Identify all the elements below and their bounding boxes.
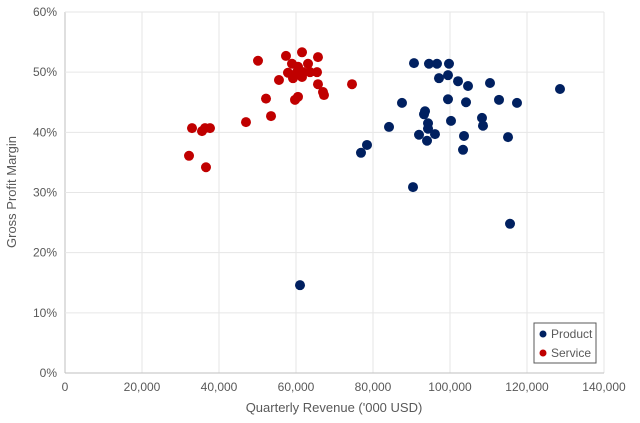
product-point xyxy=(295,280,306,291)
x-tick-label: 100,000 xyxy=(428,380,472,394)
service-point xyxy=(184,150,195,161)
service-point xyxy=(318,90,329,101)
product-point xyxy=(419,109,430,120)
service-point xyxy=(280,50,291,61)
product-point xyxy=(396,97,407,108)
product-point xyxy=(554,84,565,95)
y-tick-label: 60% xyxy=(33,5,57,19)
product-point xyxy=(446,115,457,126)
product-point xyxy=(408,182,419,193)
product-point xyxy=(361,139,372,150)
service-point xyxy=(312,79,323,90)
product-point xyxy=(505,218,516,229)
product-point xyxy=(442,70,453,81)
service-point xyxy=(297,71,308,82)
product-point xyxy=(458,144,469,155)
product-point xyxy=(423,123,434,134)
x-tick-label: 40,000 xyxy=(201,380,238,394)
x-tick-label: 0 xyxy=(62,380,69,394)
product-point xyxy=(476,112,487,123)
product-point xyxy=(511,97,522,108)
x-tick-label: 80,000 xyxy=(355,380,392,394)
service-point xyxy=(204,123,215,134)
service-point xyxy=(240,117,251,128)
service-point xyxy=(305,67,316,78)
x-tick-label: 140,000 xyxy=(582,380,626,394)
service-point xyxy=(266,111,277,122)
product-point xyxy=(423,58,434,69)
product-point xyxy=(503,132,514,143)
product-point xyxy=(477,120,488,131)
y-tick-label: 30% xyxy=(33,186,57,200)
service-point xyxy=(287,73,298,84)
legend-label: Product xyxy=(551,327,593,341)
service-point xyxy=(312,67,323,78)
legend-marker xyxy=(539,349,547,357)
y-tick-label: 10% xyxy=(33,306,57,320)
service-point xyxy=(297,47,308,58)
product-point xyxy=(461,97,472,108)
service-point xyxy=(303,58,314,69)
product-point xyxy=(429,129,440,140)
product-point xyxy=(355,147,366,158)
service-point xyxy=(261,93,272,104)
service-point xyxy=(289,94,300,105)
service-point xyxy=(312,52,323,63)
y-tick-label: 0% xyxy=(40,366,58,380)
product-point xyxy=(414,129,425,140)
service-point xyxy=(200,162,211,173)
product-point xyxy=(384,121,395,132)
product-point xyxy=(431,58,442,69)
y-tick-label: 50% xyxy=(33,65,57,79)
y-tick-label: 20% xyxy=(33,246,57,260)
service-point xyxy=(347,79,358,90)
x-tick-label: 20,000 xyxy=(124,380,161,394)
y-axis-label: Gross Profit Margin xyxy=(4,136,19,248)
product-point xyxy=(459,130,470,141)
product-point xyxy=(409,58,420,69)
legend: Product Service xyxy=(533,322,597,364)
product-point xyxy=(442,94,453,105)
legend-marker xyxy=(539,330,547,338)
service-point xyxy=(253,55,264,66)
product-point xyxy=(453,76,464,87)
product-point xyxy=(422,135,433,146)
product-point xyxy=(494,94,505,105)
legend-label: Service xyxy=(551,346,591,360)
product-point xyxy=(485,77,496,88)
service-point xyxy=(187,123,198,134)
x-tick-label: 60,000 xyxy=(278,380,315,394)
service-point xyxy=(273,74,284,85)
product-point xyxy=(433,73,444,84)
y-tick-label: 40% xyxy=(33,125,57,139)
x-axis-label: Quarterly Revenue ('000 USD) xyxy=(246,400,423,415)
x-tick-label: 120,000 xyxy=(505,380,549,394)
product-point xyxy=(443,58,454,69)
product-point xyxy=(463,81,474,92)
